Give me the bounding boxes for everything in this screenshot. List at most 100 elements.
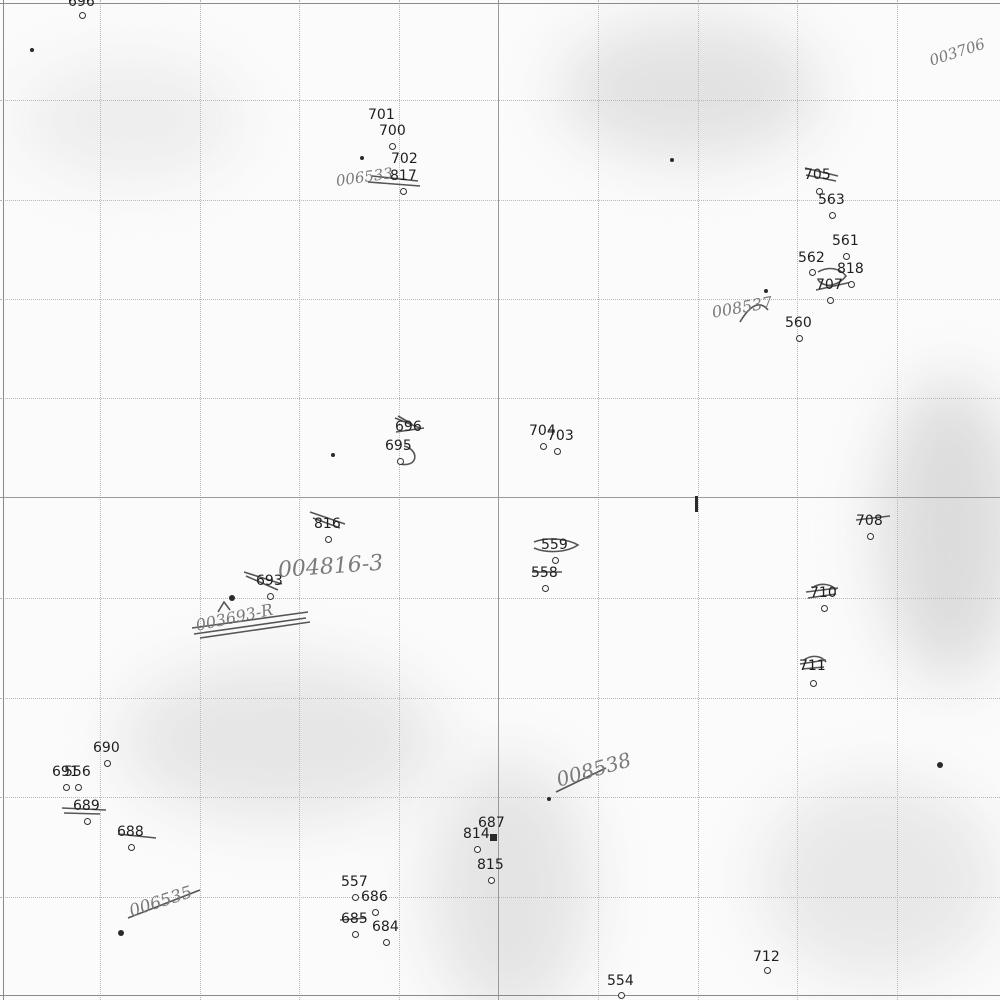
star-id-label: 705 <box>804 167 831 183</box>
star-id-label: 703 <box>547 428 574 444</box>
ink-dot <box>937 762 943 768</box>
strike-mark <box>243 571 283 591</box>
grid-line <box>0 100 1000 101</box>
star-marker <box>867 533 874 540</box>
star-marker <box>397 458 404 465</box>
star-marker <box>474 846 481 853</box>
star-marker <box>810 680 817 687</box>
center-vertical-axis <box>498 0 499 1000</box>
star-id-label: 561 <box>832 233 859 249</box>
ink-dot <box>764 289 768 293</box>
star-marker <box>267 593 274 600</box>
star-id-label: 688 <box>117 824 144 840</box>
star-id-label: 696 <box>68 0 95 10</box>
star-id-label: 702 <box>391 151 418 167</box>
grid-line <box>797 0 798 1000</box>
star-id-label: 704 <box>529 423 556 439</box>
star-id-label: 711 <box>799 658 826 674</box>
grid-line <box>698 0 699 1000</box>
grid-line <box>0 698 1000 699</box>
grid-line <box>299 0 300 1000</box>
star-id-label: 557 <box>341 874 368 890</box>
star-marker <box>75 784 82 791</box>
star-id-label: 690 <box>93 740 120 756</box>
grid-line <box>897 0 898 1000</box>
ink-dot <box>118 930 124 936</box>
strike-mark <box>804 167 839 182</box>
star-id-label: 693 <box>256 573 283 589</box>
grid-line <box>598 0 599 1000</box>
strike-mark <box>367 175 421 187</box>
paper-smudge <box>880 380 1000 680</box>
star-id-label: 559 <box>541 537 568 553</box>
star-marker <box>352 894 359 901</box>
star-id-label: 814 <box>463 826 490 842</box>
grid-line <box>399 0 400 1000</box>
star-id-label: 701 <box>368 107 395 123</box>
star-marker <box>488 877 495 884</box>
strike-mark <box>394 415 425 433</box>
star-id-label: 815 <box>477 857 504 873</box>
strike-mark <box>799 655 827 670</box>
star-marker <box>383 939 390 946</box>
paper-smudge <box>560 20 820 160</box>
star-marker <box>400 188 407 195</box>
strike-mark <box>855 515 891 521</box>
strike-mark <box>555 767 607 793</box>
star-id-label: 558 <box>531 565 558 581</box>
paper-smudge <box>430 760 590 1000</box>
star-marker <box>764 967 771 974</box>
strike-mark <box>805 583 839 599</box>
star-id-label: 817 <box>390 168 417 184</box>
strike-mark <box>127 889 201 919</box>
star-marker <box>325 536 332 543</box>
strike-mark <box>399 445 416 466</box>
star-marker <box>796 335 803 342</box>
ink-dot <box>30 48 34 52</box>
grid-line <box>100 0 101 1000</box>
paper-smudge <box>120 660 440 820</box>
star-marker <box>816 188 823 195</box>
paper-smudge <box>760 780 1000 980</box>
filled-marker <box>490 834 497 841</box>
frame-top <box>0 3 1000 4</box>
star-marker <box>128 844 135 851</box>
star-marker <box>809 269 816 276</box>
frame-left <box>3 0 4 1000</box>
star-id-label: 816 <box>314 516 341 532</box>
star-marker <box>104 760 111 767</box>
star-id-label: 562 <box>798 250 825 266</box>
strike-mark <box>309 511 346 529</box>
star-marker <box>552 557 559 564</box>
star-id-label: 685 <box>341 911 368 927</box>
star-marker <box>372 909 379 916</box>
paper-smudge <box>20 60 240 180</box>
strike-mark <box>339 917 367 921</box>
ink-dot <box>670 158 674 162</box>
star-marker <box>848 281 855 288</box>
ink-dot <box>229 595 235 601</box>
star-id-label: 556 <box>64 764 91 780</box>
star-marker <box>827 297 834 304</box>
star-marker <box>618 992 625 999</box>
star-marker <box>843 253 850 260</box>
star-id-label: 687 <box>478 815 505 831</box>
star-id-label: 700 <box>379 123 406 139</box>
star-marker <box>829 212 836 219</box>
star-id-label: 710 <box>810 585 837 601</box>
ink-dot <box>547 797 551 801</box>
star-marker <box>84 818 91 825</box>
strike-mark <box>739 304 769 323</box>
strike-mark <box>191 611 311 639</box>
star-marker <box>63 784 70 791</box>
star-id-label: 563 <box>818 192 845 208</box>
grid-line <box>0 200 1000 201</box>
strike-mark <box>217 600 231 613</box>
star-id-label: 684 <box>372 919 399 935</box>
strike-mark <box>117 833 157 839</box>
grid-line <box>0 299 1000 300</box>
ink-dot <box>695 496 698 512</box>
star-marker <box>821 605 828 612</box>
